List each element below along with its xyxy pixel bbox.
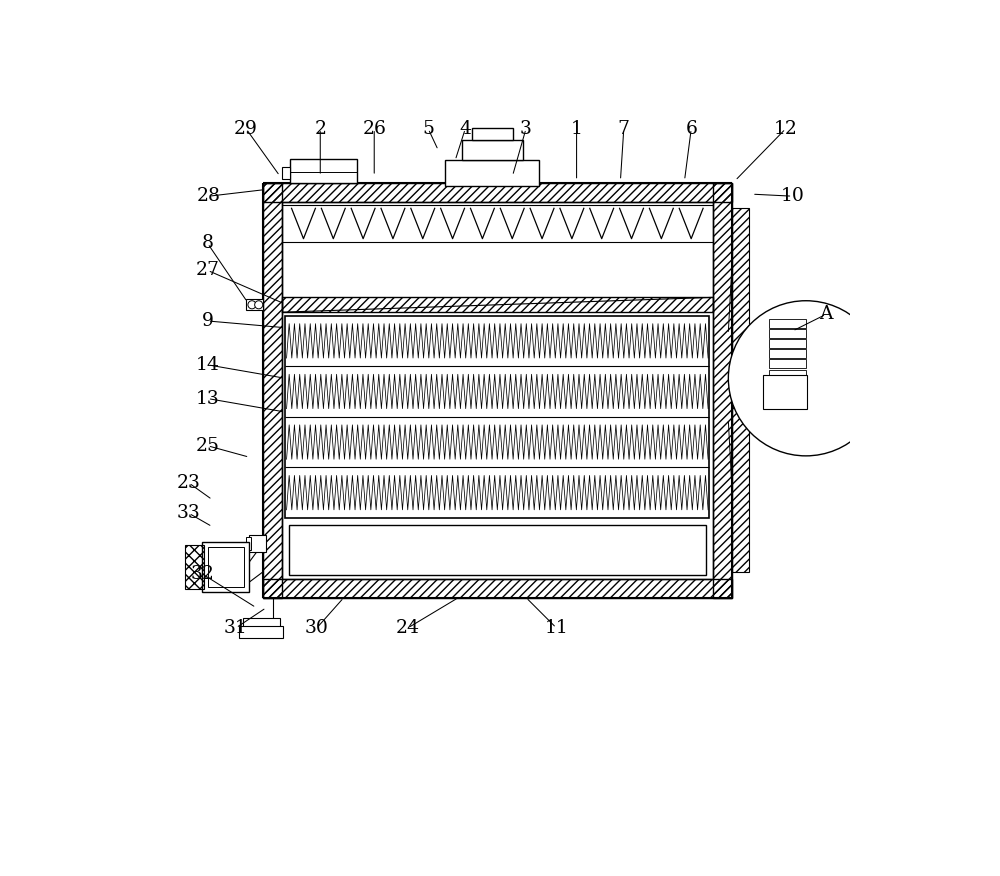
Text: 2: 2 xyxy=(314,120,326,138)
Circle shape xyxy=(728,300,883,456)
Bar xyxy=(289,525,706,576)
Text: 30: 30 xyxy=(305,618,329,637)
Text: 6: 6 xyxy=(685,120,697,138)
Text: A: A xyxy=(819,305,833,323)
Bar xyxy=(263,183,732,201)
Text: 31: 31 xyxy=(224,618,248,637)
Bar xyxy=(769,359,806,368)
Text: 26: 26 xyxy=(362,120,386,138)
Bar xyxy=(263,579,732,597)
Circle shape xyxy=(248,300,256,309)
Text: 3: 3 xyxy=(520,120,532,138)
Text: 10: 10 xyxy=(780,187,804,205)
Bar xyxy=(202,541,249,592)
Bar xyxy=(769,399,806,409)
Text: 12: 12 xyxy=(774,120,798,138)
Text: 25: 25 xyxy=(196,437,220,455)
Bar xyxy=(243,618,280,628)
Text: 24: 24 xyxy=(396,618,420,637)
Text: 23: 23 xyxy=(177,474,201,491)
Text: 9: 9 xyxy=(202,312,214,330)
Text: 1: 1 xyxy=(571,120,583,138)
Bar xyxy=(472,128,512,140)
Bar xyxy=(769,390,806,399)
Text: 11: 11 xyxy=(544,618,568,637)
Bar xyxy=(445,160,539,186)
Text: 29: 29 xyxy=(234,120,258,138)
Bar xyxy=(763,375,807,409)
Text: 27: 27 xyxy=(196,261,220,279)
Bar xyxy=(769,329,806,338)
Bar xyxy=(769,350,806,358)
Bar xyxy=(239,625,283,638)
Bar xyxy=(769,339,806,348)
Text: 32: 32 xyxy=(190,565,214,583)
Bar xyxy=(285,315,709,518)
Bar xyxy=(462,140,523,160)
Bar xyxy=(769,319,806,328)
Bar xyxy=(208,547,244,587)
Bar xyxy=(290,172,357,183)
Text: 4: 4 xyxy=(459,120,471,138)
Text: 8: 8 xyxy=(202,235,214,252)
Bar xyxy=(246,538,251,549)
Circle shape xyxy=(255,300,263,309)
Bar xyxy=(282,166,290,179)
Bar xyxy=(282,297,713,312)
Bar xyxy=(713,183,732,597)
Text: 7: 7 xyxy=(618,120,630,138)
Bar xyxy=(290,159,357,183)
Bar xyxy=(249,534,266,552)
Text: 28: 28 xyxy=(197,187,221,205)
Text: 5: 5 xyxy=(422,120,434,138)
Bar xyxy=(185,545,204,589)
Bar xyxy=(769,370,806,378)
Text: 14: 14 xyxy=(196,356,220,374)
Bar xyxy=(263,183,282,597)
Bar xyxy=(769,379,806,388)
Text: 13: 13 xyxy=(196,390,219,407)
Text: 33: 33 xyxy=(177,505,201,522)
Bar xyxy=(732,208,749,572)
Bar xyxy=(246,300,263,310)
